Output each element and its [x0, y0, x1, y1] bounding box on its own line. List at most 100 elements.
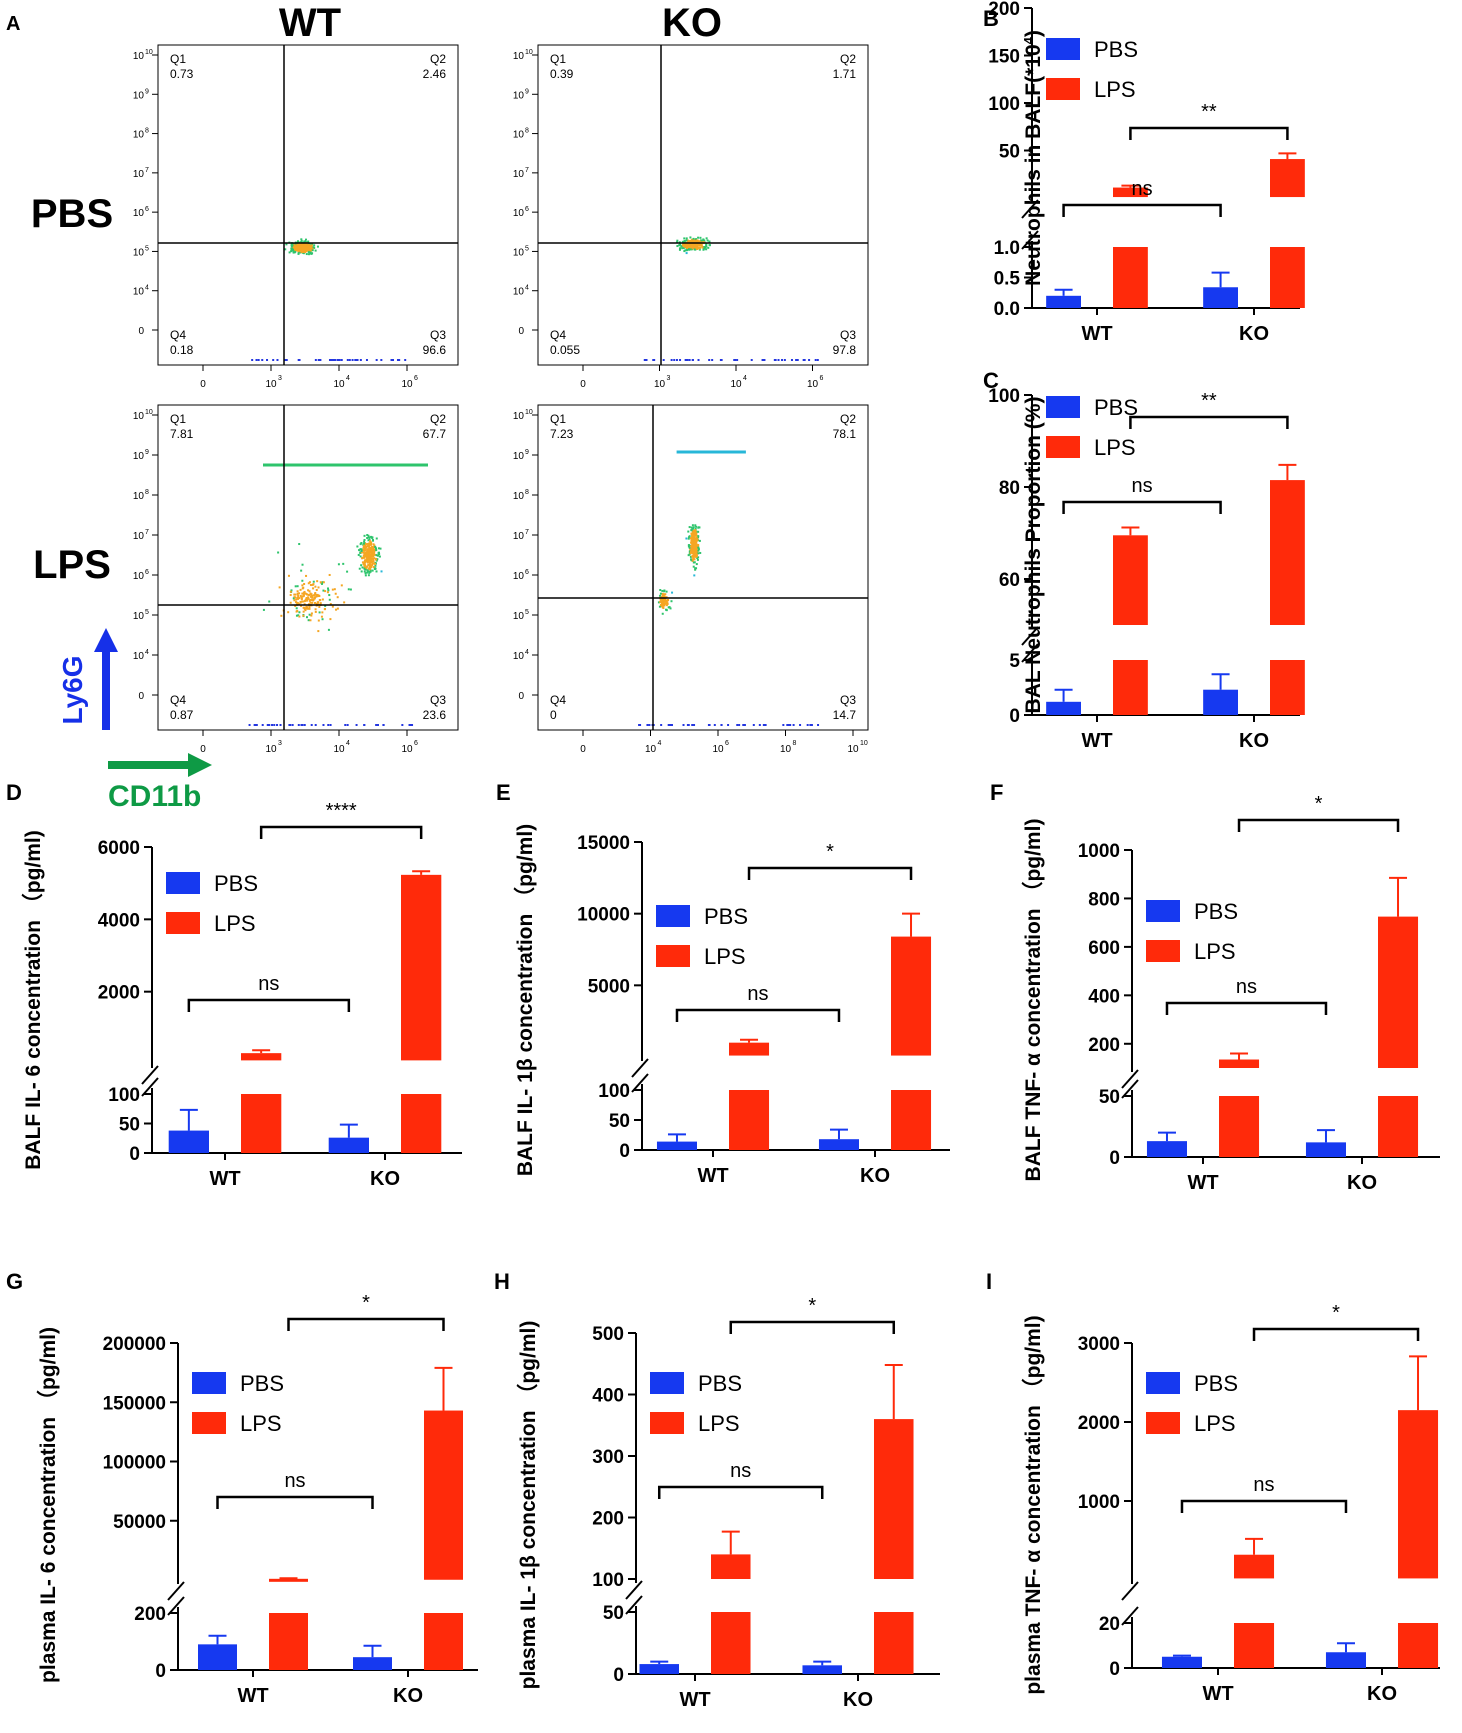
flow-event-dot — [690, 526, 693, 529]
flow-event-dot — [364, 572, 367, 575]
y-tick-label: 0 — [138, 691, 144, 702]
flow-event-dot — [696, 558, 699, 561]
y-tick-label: 80 — [999, 478, 1020, 499]
quadrant-name: Q4 — [170, 328, 186, 342]
flow-event-dot — [390, 359, 393, 361]
flow-event-dot — [763, 359, 766, 361]
flow-event-dot — [683, 250, 686, 253]
flow-event-dot — [694, 527, 697, 530]
flow-event-dot — [363, 538, 366, 541]
flow-event-dot — [691, 243, 694, 246]
flow-event-dot — [329, 603, 332, 606]
y-tick-label: 10 — [133, 491, 145, 502]
flow-event-dot — [659, 594, 662, 597]
flow-event-dot — [292, 250, 295, 253]
flow-event-dot — [688, 526, 691, 529]
y-tick-label: 0 — [138, 326, 144, 337]
flow-event-dot — [691, 547, 694, 550]
flow-event-dot — [309, 619, 312, 622]
flow-event-dot — [306, 245, 309, 248]
flow-event-dot — [306, 607, 309, 610]
significance-label: ns — [1132, 475, 1153, 497]
bar-pbs — [1046, 295, 1081, 308]
flow-event-dot — [409, 724, 412, 726]
flow-event-dot — [320, 582, 323, 585]
flow-event-dot — [373, 546, 376, 549]
flow-event-dot — [360, 564, 363, 567]
flow-event-dot — [294, 604, 297, 607]
x-tick-label: 0 — [200, 744, 206, 755]
flow-event-dot — [684, 249, 687, 252]
flow-event-dot — [689, 548, 692, 551]
bar-lps-lower — [1378, 1096, 1419, 1157]
y-tick-label: 1.0 — [994, 238, 1020, 259]
y-tick-label: 60 — [999, 570, 1020, 591]
flow-event-dot — [299, 241, 302, 244]
flow-event-dot — [692, 247, 695, 250]
flow-event-dot — [692, 239, 695, 242]
flow-event-dot — [313, 594, 316, 597]
flow-event-dot — [287, 611, 290, 614]
flow-event-dot — [311, 583, 314, 586]
flow-event-dot — [299, 246, 302, 249]
flow-event-dot — [366, 569, 369, 572]
bar-lps-upper — [711, 1554, 751, 1579]
flow-event-dot — [685, 252, 688, 255]
flow-event-dot — [300, 238, 303, 241]
y-tick-label: 0 — [619, 1141, 630, 1162]
legend-swatch-lps — [1146, 1412, 1180, 1434]
flow-event-dot — [689, 552, 692, 555]
flow-event-dot — [663, 602, 666, 605]
y-tick-label: 10 — [133, 90, 145, 101]
y-tick-label: 5 — [1009, 651, 1020, 672]
flow-event-dot — [272, 359, 275, 361]
flow-event-dot — [660, 600, 663, 603]
significance-label: ns — [1236, 976, 1257, 998]
significance-label: ns — [747, 983, 768, 1005]
flow-event-dot — [698, 246, 701, 249]
flow-event-dot — [317, 601, 320, 604]
flow-event-dot — [365, 554, 368, 557]
y-tick-label: 0 — [155, 1661, 166, 1682]
quadrant-value: 0 — [550, 708, 557, 722]
bar-lps-lower — [424, 1613, 463, 1670]
flow-event-dot — [658, 605, 661, 608]
flow-event-dot — [371, 562, 374, 565]
flow-event-dot — [411, 724, 414, 726]
flow-event-dot — [363, 542, 366, 545]
legend-swatch-pbs — [650, 1372, 684, 1394]
quadrant-name: Q2 — [430, 52, 446, 66]
x-tick-label: WT — [209, 1168, 240, 1190]
flow-event-dot — [789, 724, 792, 726]
flow-event-dot — [324, 590, 327, 593]
flow-event-dot — [678, 241, 681, 244]
x-tick-label: KO — [1367, 1683, 1397, 1705]
flow-event-dot — [299, 250, 302, 253]
significance-bracket — [1129, 415, 1289, 429]
flow-event-dot — [692, 541, 695, 544]
flow-event-dot — [693, 540, 696, 543]
y-tick-label: 10 — [133, 451, 145, 462]
flow-event-dot — [363, 534, 366, 537]
bar-lps-upper — [1378, 916, 1419, 1068]
flow-event-dot — [689, 550, 692, 553]
bar-pbs — [198, 1644, 237, 1670]
flow-event-dot — [363, 570, 366, 573]
flow-event-dot — [695, 536, 698, 539]
flow-event-dot — [304, 243, 307, 246]
flow-event-dot — [727, 724, 730, 726]
flow-event-dot — [295, 607, 298, 610]
flow-event-dot — [694, 538, 697, 541]
flow-event-dot — [273, 724, 276, 726]
bar-chart-d: D 0 50 100 2000 4000 6000 BALF IL- 6 concentrat… — [6, 780, 462, 1190]
bar-lps-upper — [1234, 1554, 1275, 1579]
flow-event-dot — [314, 608, 317, 611]
x-tick-exponent: 3 — [667, 375, 671, 382]
flow-event-dot — [720, 724, 723, 726]
flow-event-dot — [318, 611, 321, 614]
y-tick-exponent: 4 — [525, 649, 529, 656]
flow-event-dot — [375, 549, 378, 552]
flow-event-dot — [359, 555, 362, 558]
legend-swatch-pbs — [1146, 900, 1180, 922]
x-tick-label: WT — [1081, 730, 1112, 752]
